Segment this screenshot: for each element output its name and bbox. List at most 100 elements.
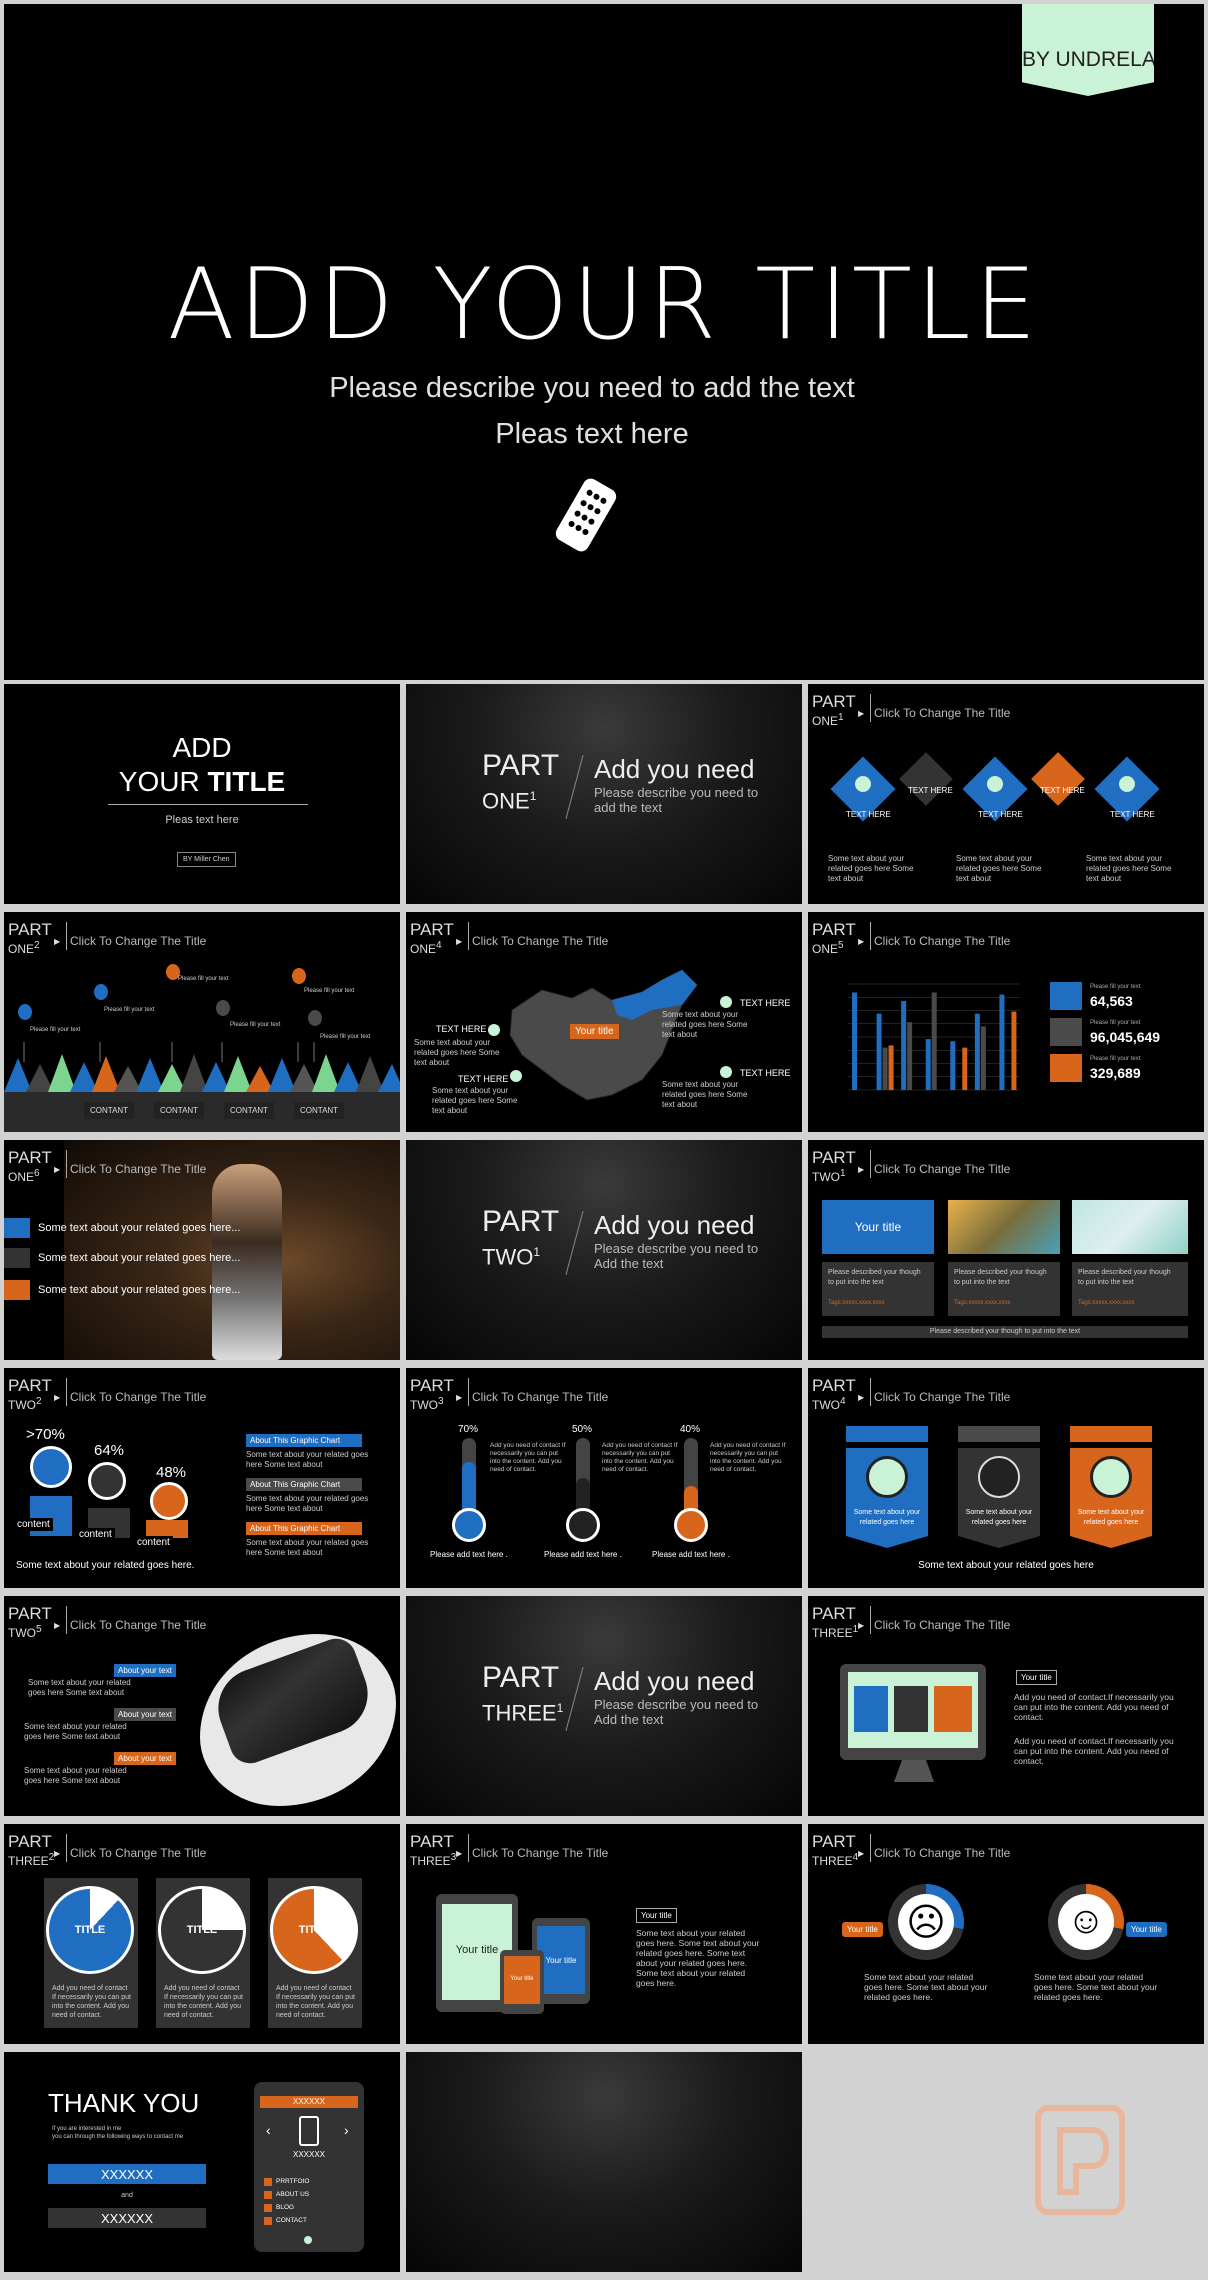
section-desc: Please describe you need to xyxy=(594,1697,759,1712)
stat-label-1: Please fill your text xyxy=(1090,984,1141,990)
card-2-tags[interactable]: Tags:xxxxx.xxxx.xxxx xyxy=(954,1300,1011,1306)
divider xyxy=(108,804,308,805)
slide-shields[interactable]: PART TWO4 ▶ Click To Change The Title Som… xyxy=(808,1368,1204,1588)
slide-cards[interactable]: PART TWO1 ▶ Click To Change The Title You… xyxy=(808,1140,1204,1360)
contact-line-1: If you are interested in me xyxy=(52,2126,122,2132)
menu-icon-1 xyxy=(264,2178,272,2186)
slide-devices[interactable]: PART THREE3 ▶ Click To Change The Title Y… xyxy=(406,1824,802,2044)
part-label: PART xyxy=(482,1207,559,1237)
balloon-orange-2 xyxy=(292,968,306,984)
slide-diamonds[interactable]: PART ONE1 ▶ Click To Change The Title TEX… xyxy=(808,684,1204,904)
diamond-label-3: TEXT HERE xyxy=(978,810,1023,819)
card-1[interactable] xyxy=(822,1262,934,1316)
home-button[interactable] xyxy=(304,2236,312,2244)
part-word: PART xyxy=(482,749,560,782)
pie-title-1: TITLE xyxy=(74,1924,106,1936)
card-3[interactable] xyxy=(1072,1262,1188,1316)
cover-subtitle-2: Pleas text here xyxy=(495,418,689,450)
brand-logo xyxy=(1035,2105,1125,2215)
contact-button-1-text: XXXXXX xyxy=(100,2167,154,2182)
shield-text-3: Some text about your related goes here xyxy=(1077,1509,1145,1526)
balloon-gray-1 xyxy=(216,1000,230,1016)
pie-desc-3: Add you need of contact If necessarily y… xyxy=(276,1985,355,2019)
gauge-icon xyxy=(978,1456,1020,1498)
slide-monitor[interactable]: PART THREE1 ▶ Click To Change The Title Y… xyxy=(808,1596,1204,1816)
section-part-two[interactable]: PART TWO1 Add you need Please describe y… xyxy=(406,1140,802,1360)
slide-title-your: YOUR xyxy=(118,766,200,797)
card-2[interactable] xyxy=(948,1262,1060,1316)
hd-sub-text: TWO xyxy=(812,1398,840,1412)
part-number: TWO1 xyxy=(482,1238,540,1271)
balloon-text-4: Please fill your text xyxy=(230,1022,281,1028)
contact-button-1[interactable] xyxy=(48,2164,206,2184)
cover-slide[interactable]: BY UNDRELAN ADD YOUR TITLE Please descri… xyxy=(4,4,1204,680)
slide-photo-list[interactable]: PART ONE6 ▶ Click To Change The Title Som… xyxy=(4,1140,400,1360)
contant-button-3[interactable]: CONTANT xyxy=(224,1102,275,1119)
slide-thank-you[interactable]: THANK YOU If you are interested in me yo… xyxy=(4,2052,400,2272)
about-tag-1: About your text xyxy=(114,1664,176,1677)
hd-sub-text: THREE xyxy=(410,1854,451,1868)
play-icon: ▶ xyxy=(858,1165,865,1174)
hd-part: PART xyxy=(8,1832,52,1851)
devices-paragraph: Some text about your related goes here. … xyxy=(636,1928,760,1988)
balloon-gray-2 xyxy=(308,1010,322,1026)
slide-thermometers[interactable]: PART TWO3 ▶ Click To Change The Title 70%… xyxy=(406,1368,802,1588)
pie-title-2: TITLE xyxy=(186,1924,218,1936)
card-1-tags[interactable]: Tags:xxxxx.xxxx.xxxx xyxy=(828,1300,885,1306)
card-title-box[interactable] xyxy=(822,1200,934,1254)
shield-text-1: Some text about your related goes here xyxy=(853,1509,921,1526)
phone-orange-title: Your title xyxy=(510,1976,534,1982)
chevron-left-icon[interactable]: ‹ xyxy=(266,2122,271,2138)
slide-bar-chart[interactable]: PART ONE5 ▶ Click To Change The Title Ple… xyxy=(808,912,1204,1132)
hd-sub: THREE3 xyxy=(410,1850,456,1869)
play-icon: ▶ xyxy=(858,1621,865,1630)
bar xyxy=(888,1045,894,1090)
contact-button-2[interactable] xyxy=(48,2208,206,2228)
slide-balloons[interactable]: PART ONE2 ▶ Click To Change The Title Ple… xyxy=(4,912,400,1132)
slide-map[interactable]: PART ONE4 ▶ Click To Change The Title You… xyxy=(406,912,802,1132)
person-icon-1 xyxy=(30,1446,72,1488)
thermo-percent-1: 70% xyxy=(458,1424,479,1435)
slide-blank[interactable] xyxy=(406,2052,802,2272)
map-desc-1: Some text about your related goes here S… xyxy=(414,1038,500,1067)
menu-item-blog[interactable]: BLOG xyxy=(276,2204,295,2211)
devices-title-tag: Your title xyxy=(636,1908,677,1923)
hd-sub: ONE6 xyxy=(8,1166,52,1185)
bar xyxy=(1011,1011,1017,1090)
hd-part: PART xyxy=(812,1376,856,1395)
diamond-4[interactable] xyxy=(1031,752,1085,806)
slide-faces[interactable]: PART THREE4 ▶ Click To Change The Title ☹… xyxy=(808,1824,1204,2044)
diamond-2[interactable] xyxy=(899,752,953,806)
menu-item-about[interactable]: ABOUT US xyxy=(276,2191,310,2198)
contant-button-2[interactable]: CONTANT xyxy=(154,1102,205,1119)
step-label-1: content xyxy=(14,1518,53,1531)
slide-title[interactable]: ADD YOUR TITLE Pleas text here BY Miller… xyxy=(4,684,400,904)
stat-people-icon xyxy=(1050,982,1082,1010)
hd-sub-text: ONE xyxy=(812,714,839,728)
card-3-tags[interactable]: Tags:xxxxx.xxxx.xxxx xyxy=(1078,1300,1135,1306)
section-desc: Please describe you need to xyxy=(594,1241,759,1256)
menu-item-contact[interactable]: CONTACT xyxy=(276,2217,307,2224)
tag-1: About This Graphic Chart xyxy=(246,1434,362,1447)
header-bar xyxy=(66,1378,67,1406)
menu-item-portfolio[interactable]: PRRTFOIO xyxy=(276,2178,310,2185)
contact-line-2: you can through the following ways to co… xyxy=(52,2134,184,2140)
chevron-right-icon[interactable]: › xyxy=(344,2122,349,2138)
slide-pies[interactable]: PART THREE2 ▶ Click To Change The Title T… xyxy=(4,1824,400,2044)
list-marker-orange xyxy=(4,1280,30,1300)
hd-sub: TWO3 xyxy=(410,1394,454,1413)
contant-button-4[interactable]: CONTANT xyxy=(294,1102,345,1119)
section-desc-2: Add the text xyxy=(594,1256,664,1271)
map-label-1: TEXT HERE xyxy=(436,1024,487,1034)
sd-card-icon xyxy=(566,1508,600,1542)
section-part-one[interactable]: PART ONE1 Add you need Please describe y… xyxy=(406,684,802,904)
slide-percent-people[interactable]: PART TWO2 ▶ Click To Change The Title >70… xyxy=(4,1368,400,1588)
contant-button-1[interactable]: CONTANT xyxy=(84,1102,135,1119)
section-part-three[interactable]: PART THREE1 Add you need Please describe… xyxy=(406,1596,802,1816)
thermo-fill-1 xyxy=(462,1462,476,1518)
slide-woman-tags[interactable]: PART TWO5 ▶ Click To Change The Title Abo… xyxy=(4,1596,400,1816)
hd-part: PART xyxy=(8,1376,52,1395)
slide-header: PART TWO2 xyxy=(8,1376,52,1413)
tag-2-text: Some text about your related goes here S… xyxy=(246,1494,369,1513)
bar xyxy=(974,1013,980,1090)
